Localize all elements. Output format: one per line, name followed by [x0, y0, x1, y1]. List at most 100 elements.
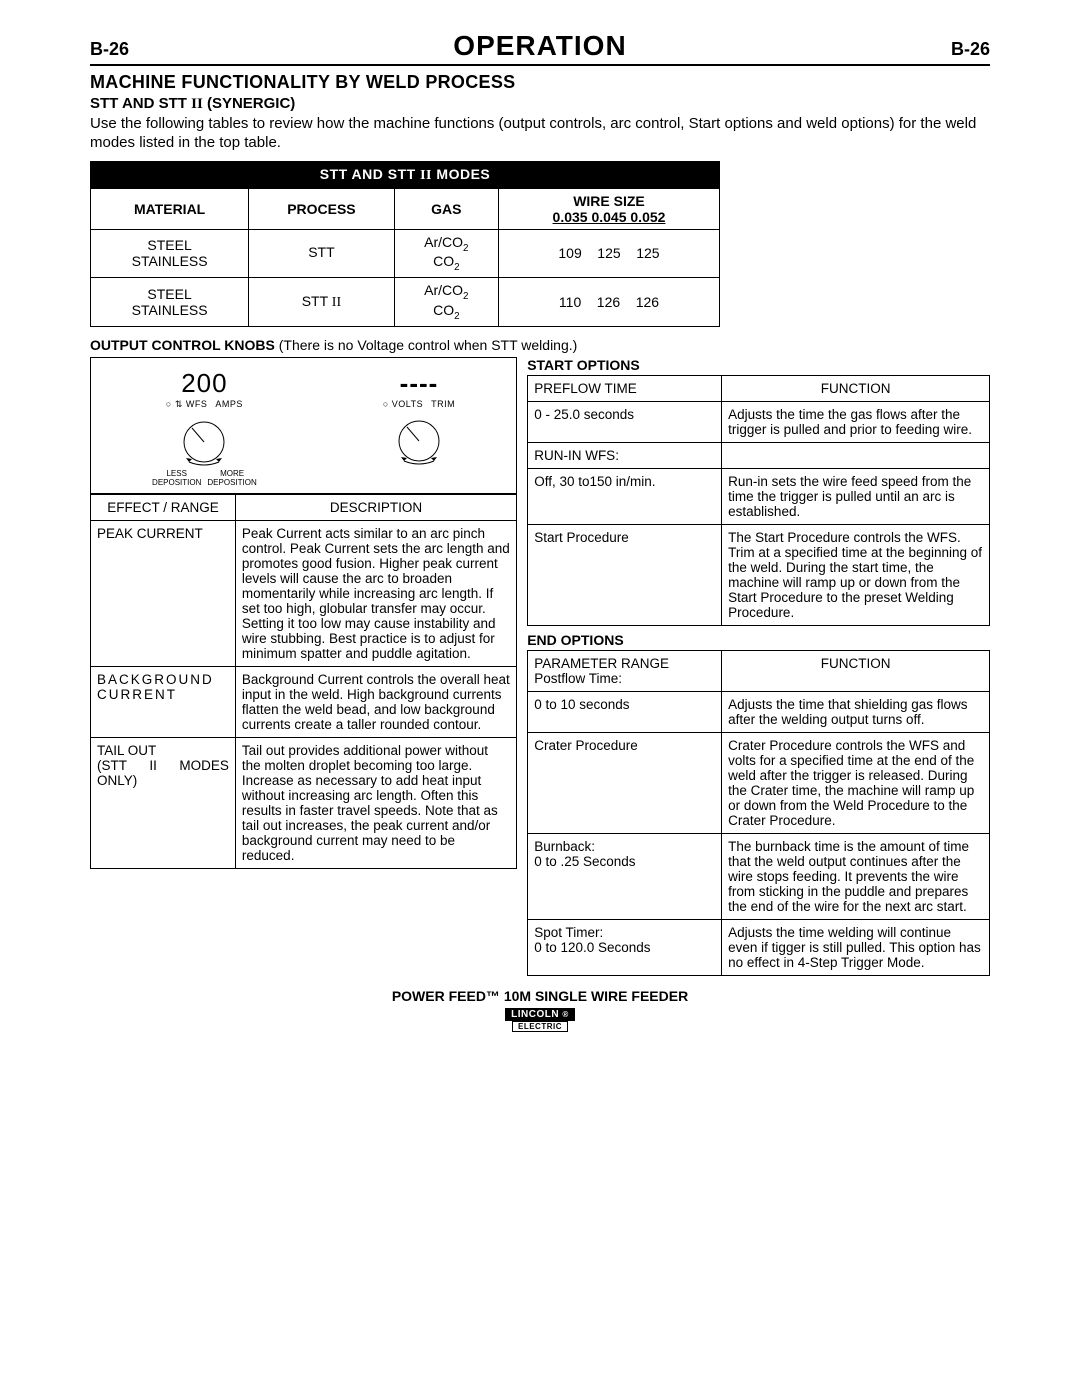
- material-0: STEEL STAINLESS: [91, 229, 249, 278]
- start-range-0: 0 - 25.0 seconds: [528, 401, 722, 442]
- knob-box: 200 ○ ⇅ WFS AMPS LESSDEPOSITION MOREDEPO…: [90, 357, 517, 494]
- modes-bar: STT AND STT II MODES: [91, 161, 720, 188]
- end-h1: PARAMETER RANGE Postflow Time:: [528, 650, 722, 691]
- effect-label-0: PEAK CURRENT: [91, 520, 236, 666]
- end-range-3: Spot Timer: 0 to 120.0 Seconds: [528, 919, 722, 975]
- two-column-area: 200 ○ ⇅ WFS AMPS LESSDEPOSITION MOREDEPO…: [90, 357, 990, 976]
- end-fn-1: Crater Procedure controls the WFS and vo…: [722, 732, 990, 833]
- lincoln-logo: LINCOLN ®: [505, 1008, 575, 1021]
- start-fn-0: Adjusts the time the gas flows after the…: [722, 401, 990, 442]
- col-wiresize: WIRE SIZE 0.035 0.045 0.052: [498, 188, 719, 229]
- col-process: PROCESS: [249, 188, 394, 229]
- end-row-1: Crater Procedure Crater Procedure contro…: [528, 732, 990, 833]
- volts-label: VOLTS: [392, 399, 423, 409]
- start-range-3: Start Procedure: [528, 524, 722, 625]
- process-0: STT: [249, 229, 394, 278]
- end-fn-3: Adjusts the time welding will continue e…: [722, 919, 990, 975]
- gas-0: Ar/CO2CO2: [394, 229, 498, 278]
- start-row-0: 0 - 25.0 seconds Adjusts the time the ga…: [528, 401, 990, 442]
- effect-row-1: BACKGROUND CURRENT Background Current co…: [91, 666, 517, 737]
- gas-1: Ar/CO2CO2: [394, 278, 498, 327]
- knob-left-num: 200: [152, 368, 257, 399]
- amps-label: AMPS: [215, 399, 243, 410]
- start-fn-2: Run-in sets the wire feed speed from the…: [722, 468, 990, 524]
- effect-row-0: PEAK CURRENT Peak Current acts similar t…: [91, 520, 517, 666]
- modes-bar-roman: II: [420, 168, 432, 183]
- start-fn-1: [722, 442, 990, 468]
- modes-bar-prefix: STT AND STT: [320, 166, 420, 182]
- start-row-1: RUN-IN WFS:: [528, 442, 990, 468]
- knob-left-bottom: LESSDEPOSITION MOREDEPOSITION: [152, 469, 257, 487]
- effect-h1: EFFECT / RANGE: [91, 494, 236, 520]
- modes-bar-suffix: MODES: [432, 166, 490, 182]
- modes-col-headers: MATERIAL PROCESS GAS WIRE SIZE 0.035 0.0…: [91, 188, 720, 229]
- start-range-1: RUN-IN WFS:: [528, 442, 722, 468]
- end-row-0: 0 to 10 seconds Adjusts the time that sh…: [528, 691, 990, 732]
- start-row-2: Off, 30 to150 in/min. Run-in sets the wi…: [528, 468, 990, 524]
- start-h1: PREFLOW TIME: [528, 375, 722, 401]
- effect-row-2: TAIL OUT (STT II MODES ONLY) Tail out pr…: [91, 737, 517, 868]
- wiresize-values: 0.035 0.045 0.052: [553, 209, 666, 225]
- effect-desc-2: Tail out provides additional power witho…: [235, 737, 516, 868]
- wiresize-label: WIRE SIZE: [573, 193, 645, 209]
- effect-h2: DESCRIPTION: [235, 494, 516, 520]
- sub-title-roman: II: [191, 96, 203, 112]
- modes-row-0: STEEL STAINLESS STT Ar/CO2CO2 109 125 12…: [91, 229, 720, 278]
- knob-left-labels: ○ ⇅ WFS AMPS: [152, 399, 257, 410]
- start-row-3: Start Procedure The Start Procedure cont…: [528, 524, 990, 625]
- start-options-table: PREFLOW TIME FUNCTION 0 - 25.0 seconds A…: [527, 375, 990, 626]
- section-title: MACHINE FUNCTIONALITY BY WELD PROCESS: [90, 72, 990, 93]
- start-options-title: START OPTIONS: [527, 357, 990, 373]
- start-range-2: Off, 30 to150 in/min.: [528, 468, 722, 524]
- knob-left: 200 ○ ⇅ WFS AMPS LESSDEPOSITION MOREDEPO…: [152, 368, 257, 487]
- electric-sublogo: ELECTRIC: [512, 1021, 568, 1032]
- sub-title: STT AND STT II (SYNERGIC): [90, 95, 990, 113]
- footer: POWER FEED™ 10M SINGLE WIRE FEEDER LINCO…: [90, 988, 990, 1032]
- effect-table: EFFECT / RANGE DESCRIPTION PEAK CURRENT …: [90, 494, 517, 869]
- wfs-label: WFS: [186, 399, 208, 409]
- knob-right-labels: ○ VOLTS TRIM: [383, 399, 455, 409]
- process-1: STT II: [249, 278, 394, 327]
- wire-0: 109 125 125: [498, 229, 719, 278]
- modes-table: STT AND STT II MODES MATERIAL PROCESS GA…: [90, 161, 720, 327]
- col-gas: GAS: [394, 188, 498, 229]
- end-h2: FUNCTION: [722, 650, 990, 691]
- end-row-3: Spot Timer: 0 to 120.0 Seconds Adjusts t…: [528, 919, 990, 975]
- wire-1: 110 126 126: [498, 278, 719, 327]
- effect-label-2: TAIL OUT (STT II MODES ONLY): [91, 737, 236, 868]
- footer-text: POWER FEED™ 10M SINGLE WIRE FEEDER: [90, 988, 990, 1004]
- knob-right-num: ----: [383, 368, 455, 399]
- output-rest: (There is no Voltage control when STT we…: [275, 337, 577, 353]
- sub-title-prefix: STT AND STT: [90, 95, 191, 112]
- modes-row-1: STEEL STAINLESS STT II Ar/CO2CO2 110 126…: [91, 278, 720, 327]
- header-title: OPERATION: [129, 30, 951, 62]
- left-column: 200 ○ ⇅ WFS AMPS LESSDEPOSITION MOREDEPO…: [90, 357, 517, 976]
- intro-text: Use the following tables to review how t…: [90, 115, 990, 153]
- effect-label-1: BACKGROUND CURRENT: [91, 666, 236, 737]
- knob-dial-right: [389, 411, 449, 466]
- knob-right: ---- ○ VOLTS TRIM: [383, 368, 455, 487]
- effect-desc-0: Peak Current acts similar to an arc pinc…: [235, 520, 516, 666]
- trim-label: TRIM: [431, 399, 455, 409]
- header-left: B-26: [90, 39, 129, 60]
- start-h2: FUNCTION: [722, 375, 990, 401]
- knob-dial-left: [174, 412, 234, 467]
- output-bold: OUTPUT CONTROL KNOBS: [90, 337, 275, 353]
- end-range-2: Burnback: 0 to .25 Seconds: [528, 833, 722, 919]
- end-options-table: PARAMETER RANGE Postflow Time: FUNCTION …: [527, 650, 990, 976]
- page-header: B-26 OPERATION B-26: [90, 30, 990, 66]
- right-column: START OPTIONS PREFLOW TIME FUNCTION 0 - …: [527, 357, 990, 976]
- output-control-line: OUTPUT CONTROL KNOBS (There is no Voltag…: [90, 337, 990, 353]
- end-row-2: Burnback: 0 to .25 Seconds The burnback …: [528, 833, 990, 919]
- end-range-0: 0 to 10 seconds: [528, 691, 722, 732]
- material-1: STEEL STAINLESS: [91, 278, 249, 327]
- end-fn-0: Adjusts the time that shielding gas flow…: [722, 691, 990, 732]
- col-material: MATERIAL: [91, 188, 249, 229]
- sub-title-suffix: (SYNERGIC): [203, 95, 296, 112]
- end-options-title: END OPTIONS: [527, 632, 990, 648]
- end-range-1: Crater Procedure: [528, 732, 722, 833]
- end-fn-2: The burnback time is the amount of time …: [722, 833, 990, 919]
- effect-desc-1: Background Current controls the overall …: [235, 666, 516, 737]
- header-right: B-26: [951, 39, 990, 60]
- start-fn-3: The Start Procedure controls the WFS. Tr…: [722, 524, 990, 625]
